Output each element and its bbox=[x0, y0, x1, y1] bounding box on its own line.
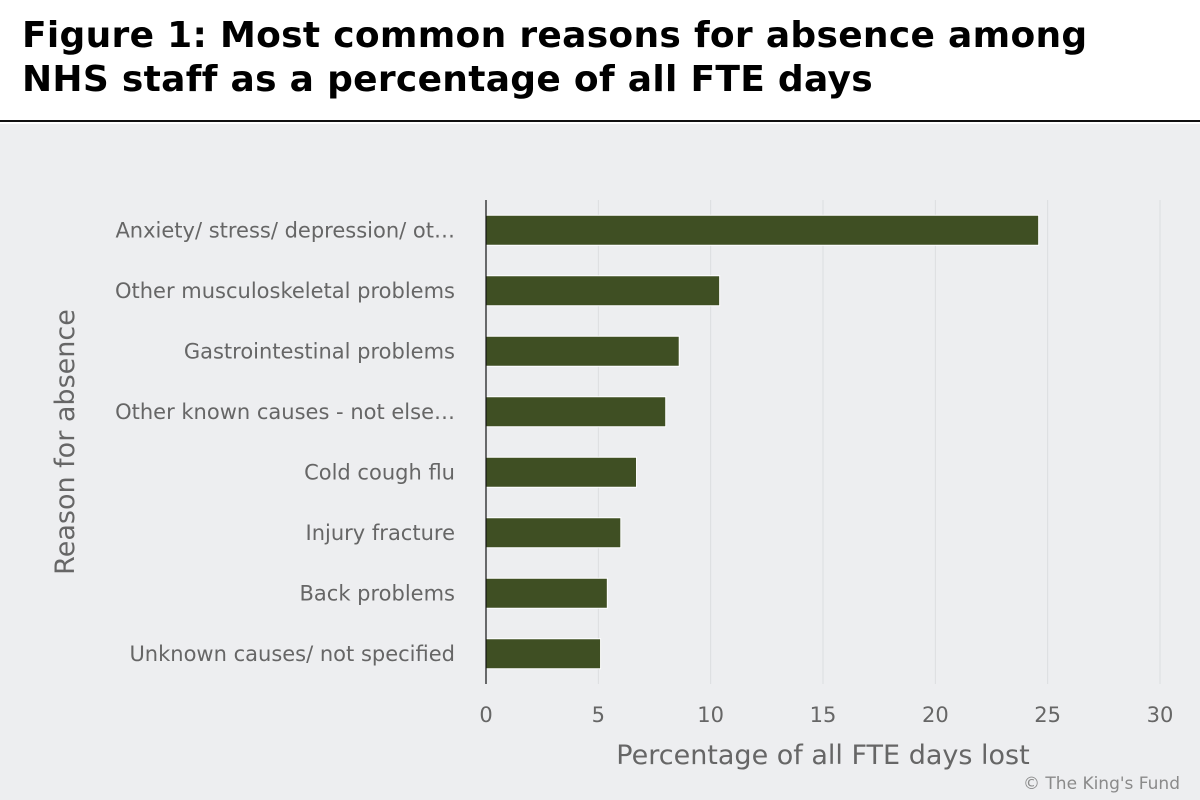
category-label-3: Other known causes - not else… bbox=[115, 400, 455, 424]
figure-title: Figure 1: Most common reasons for absenc… bbox=[22, 14, 1172, 102]
figure-header: Figure 1: Most common reasons for absenc… bbox=[0, 0, 1200, 122]
title-line-1: Figure 1: Most common reasons for absenc… bbox=[22, 15, 1088, 56]
copyright-credit: © The King's Fund bbox=[1023, 774, 1180, 794]
category-label-0: Anxiety/ stress/ depression/ ot… bbox=[115, 218, 455, 242]
title-line-2: NHS staff as a percentage of all FTE day… bbox=[22, 59, 873, 100]
x-tick-label-5: 25 bbox=[1034, 703, 1061, 727]
bar-7 bbox=[485, 638, 602, 670]
bar-1 bbox=[485, 275, 721, 307]
x-tick-label-2: 10 bbox=[697, 703, 724, 727]
category-label-1: Other musculoskeletal problems bbox=[115, 279, 455, 303]
category-label-4: Cold cough flu bbox=[304, 460, 455, 484]
category-label-7: Unknown causes/ not specified bbox=[129, 642, 455, 666]
bar-2 bbox=[485, 335, 680, 367]
x-tick-label-4: 20 bbox=[922, 703, 949, 727]
x-tick-label-1: 5 bbox=[592, 703, 605, 727]
y-axis-title: Reason for absence bbox=[50, 309, 81, 575]
bar-0 bbox=[485, 214, 1040, 246]
x-tick-label-6: 30 bbox=[1147, 703, 1174, 727]
bar-4 bbox=[485, 456, 638, 488]
bar-5 bbox=[485, 517, 622, 549]
plot-area: Anxiety/ stress/ depression/ ot… Other mu… bbox=[0, 124, 1200, 800]
category-label-6: Back problems bbox=[300, 581, 456, 605]
x-axis-title: Percentage of all FTE days lost bbox=[616, 740, 1029, 771]
category-label-2: Gastrointestinal problems bbox=[184, 339, 455, 363]
x-tick-label-0: 0 bbox=[479, 703, 492, 727]
bar-chart: Anxiety/ stress/ depression/ ot… Other mu… bbox=[50, 200, 1174, 771]
x-tick-label-3: 15 bbox=[810, 703, 837, 727]
bar-3 bbox=[485, 396, 667, 428]
category-label-5: Injury fracture bbox=[306, 521, 455, 545]
bar-6 bbox=[485, 577, 608, 609]
